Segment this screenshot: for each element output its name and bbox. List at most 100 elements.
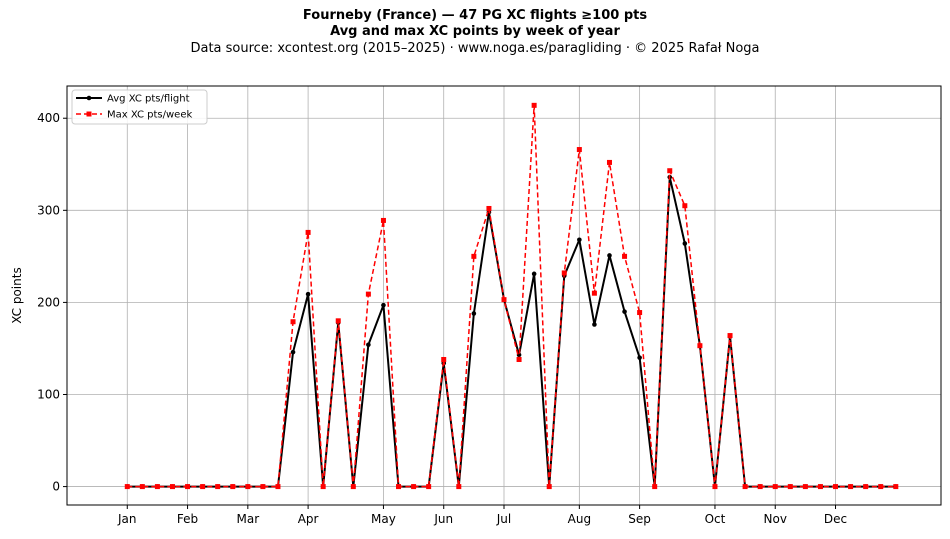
data-point [712, 484, 718, 490]
data-point [290, 319, 296, 325]
data-point [561, 270, 567, 276]
data-point [365, 291, 371, 297]
data-point [124, 484, 130, 490]
data-point [531, 271, 537, 277]
x-tick-label: Jun [433, 512, 453, 526]
x-tick-label: Apr [298, 512, 319, 526]
data-point [381, 302, 386, 308]
data-point [727, 333, 733, 339]
data-point [154, 484, 160, 490]
data-point [305, 291, 311, 297]
data-point [576, 147, 582, 153]
data-point [185, 484, 191, 490]
data-point [411, 484, 417, 490]
y-tick-label: 0 [52, 480, 60, 494]
x-tick-label: Jul [496, 512, 511, 526]
data-point [637, 355, 642, 360]
data-point [622, 253, 628, 259]
data-point [863, 484, 869, 490]
data-point [592, 322, 597, 327]
data-point [697, 343, 703, 349]
data-point [305, 229, 311, 235]
x-tick-label: Dec [824, 512, 847, 526]
data-point [577, 237, 582, 243]
x-tick-label: Feb [177, 512, 198, 526]
chart-source: Data source: xcontest.org (2015–2025) · … [190, 41, 760, 56]
data-point [652, 484, 658, 490]
legend: Avg XC pts/flight Max XC pts/week [71, 89, 208, 125]
data-point [682, 241, 688, 246]
x-tick-label: Mar [237, 512, 260, 526]
data-point [486, 205, 492, 211]
x-tick-label: Nov [764, 512, 787, 526]
data-point [139, 484, 145, 490]
legend-label: Max XC pts/week [107, 110, 192, 121]
data-point [757, 484, 763, 490]
y-axis-label: XC points [10, 267, 24, 323]
data-point [622, 309, 627, 314]
data-point [667, 168, 673, 174]
data-point [471, 311, 477, 316]
data-point [320, 484, 326, 490]
y-tick-label: 100 [37, 387, 60, 401]
data-point [260, 484, 266, 490]
y-tick-label: 400 [37, 111, 60, 125]
y-tick-label: 200 [37, 295, 60, 309]
y-tick-label: 300 [37, 203, 60, 217]
data-point [637, 310, 643, 316]
data-point [350, 484, 356, 490]
grid-lines [67, 86, 941, 505]
legend-swatch-marker [86, 111, 92, 117]
data-point [817, 484, 823, 490]
data-point [380, 217, 386, 223]
series-max [124, 102, 899, 490]
series-line [127, 176, 896, 488]
x-tick-label: May [371, 512, 396, 526]
data-point [230, 484, 236, 490]
y-axis-ticks: 0 100 200 300 400 [37, 111, 67, 494]
data-point [501, 297, 507, 303]
data-point [516, 357, 522, 363]
data-point [275, 484, 281, 490]
data-point [169, 484, 175, 490]
data-point [366, 342, 371, 348]
data-point [893, 484, 899, 490]
data-point [848, 484, 854, 490]
data-point [591, 290, 597, 296]
legend-swatch-marker [86, 95, 92, 101]
data-point [878, 484, 884, 490]
chart-subtitle: Avg and max XC points by week of year [330, 24, 620, 39]
legend-box [71, 89, 208, 125]
data-point [245, 484, 251, 490]
chart-titles: Fourneby (France) — 47 PG XC flights ≥10… [0, 8, 950, 58]
series-line [127, 104, 896, 488]
data-point [802, 484, 808, 490]
series-avg [124, 174, 899, 489]
x-tick-label: Oct [705, 512, 726, 526]
data-point [426, 484, 432, 490]
chart-title: Fourneby (France) — 47 PG XC flights ≥10… [302, 8, 648, 23]
data-point [396, 484, 402, 490]
data-point [833, 484, 839, 490]
data-point [607, 253, 612, 258]
x-tick-label: Sep [628, 512, 651, 526]
data-point [335, 318, 341, 324]
data-point [290, 349, 296, 355]
data-point [742, 484, 748, 490]
data-point [471, 253, 477, 259]
x-axis-ticks: Jan Feb Mar Apr May Jun Jul Aug Sep Oct Nov Dec [117, 505, 847, 526]
data-point [215, 484, 221, 490]
data-point [682, 203, 688, 209]
data-point [787, 484, 793, 490]
x-tick-label: Jan [117, 512, 137, 526]
data-point [772, 484, 778, 490]
data-point [456, 484, 462, 490]
data-point [200, 484, 206, 490]
data-point [606, 159, 612, 165]
legend-label: Avg XC pts/flight [107, 94, 190, 105]
data-point [531, 102, 537, 108]
data-point [441, 357, 447, 363]
x-tick-label: Aug [568, 512, 591, 526]
data-point [546, 484, 552, 490]
